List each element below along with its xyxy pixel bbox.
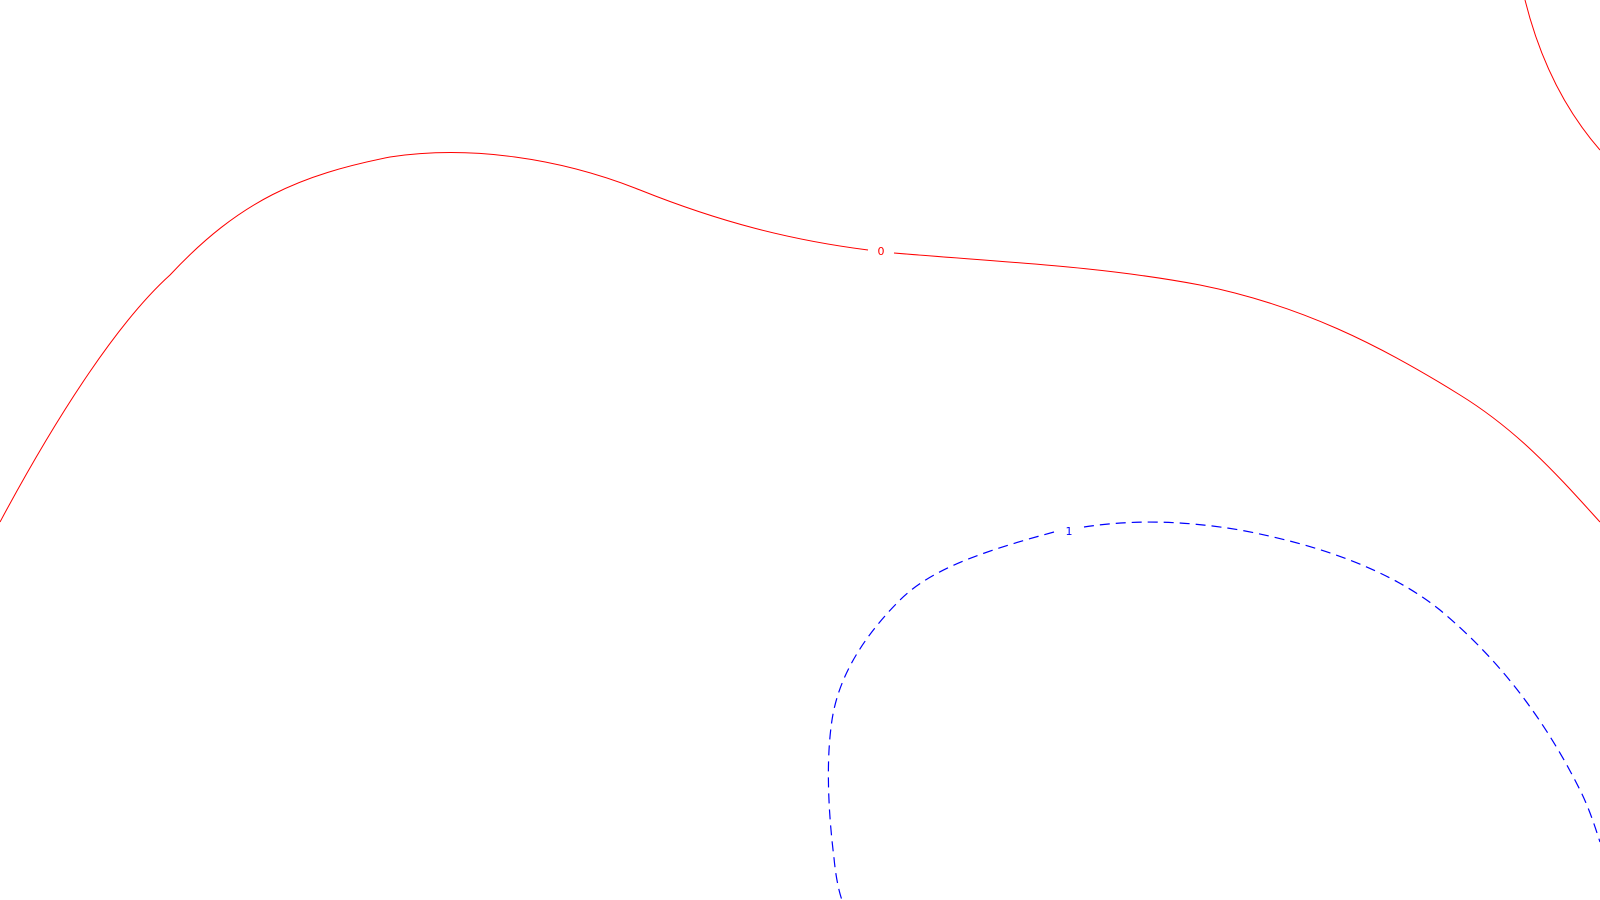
contour-label-level-1: 1 [1066, 525, 1073, 538]
contour-label-level-0: 0 [878, 245, 885, 258]
contour-line-level-0 [0, 152, 1600, 523]
contour-line-level-1 [827, 521, 1600, 900]
contour-line-level-0-corner [1524, 0, 1600, 151]
